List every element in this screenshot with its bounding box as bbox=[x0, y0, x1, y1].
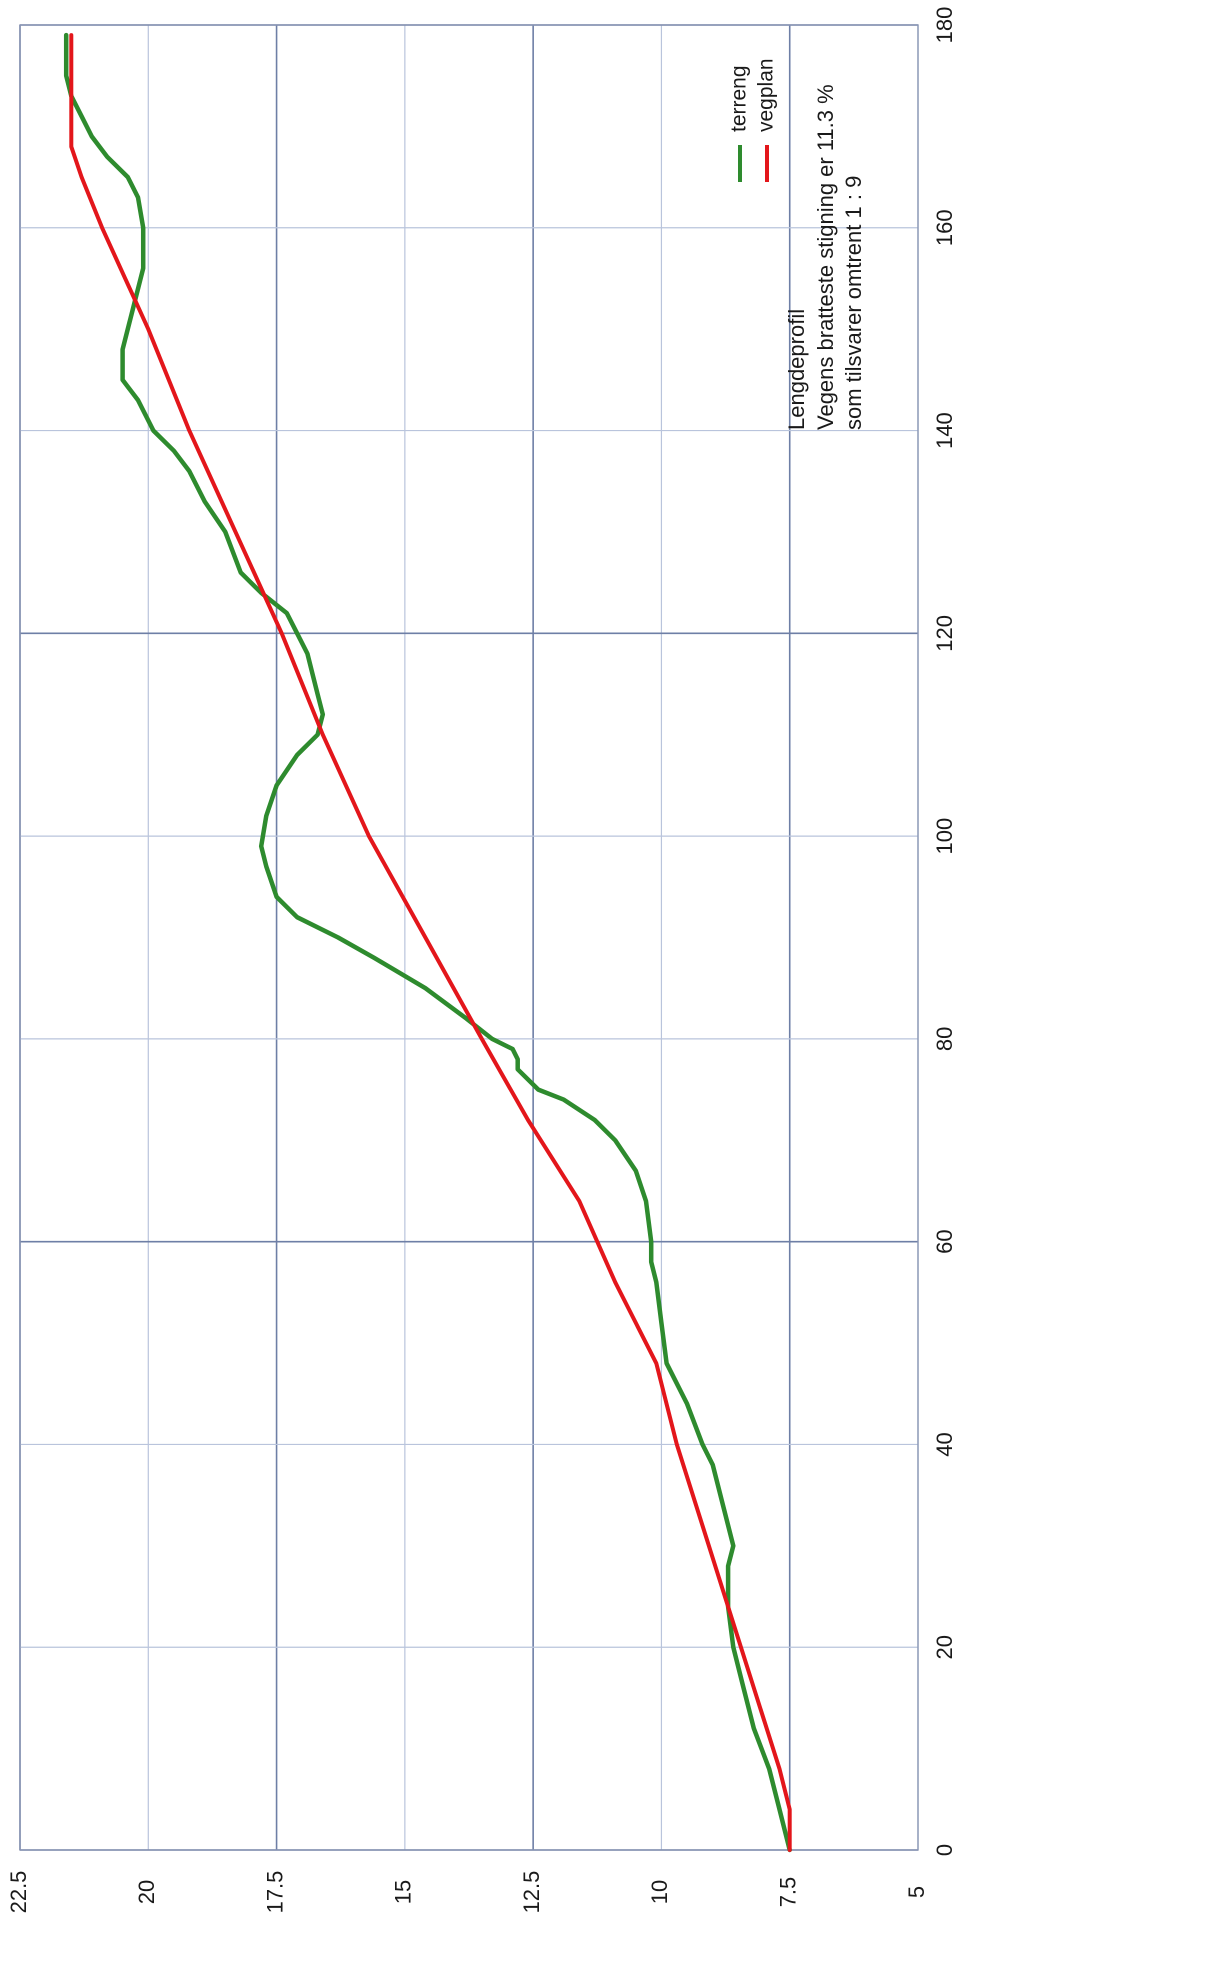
x-axis-tick-labels: 0 20 40 60 80 100 120 140 160 180 bbox=[932, 7, 957, 1856]
chart-subtitle-line-2: som tilsvarer omtrent 1 : 9 bbox=[841, 176, 866, 430]
series-line-vegplan bbox=[69, 33, 792, 1852]
x-tick-label-140: 140 bbox=[932, 412, 957, 449]
x-tick-label-40: 40 bbox=[932, 1432, 957, 1456]
y-tick-label-12.5: 12.5 bbox=[519, 1871, 544, 1914]
series-lines bbox=[63, 32, 792, 1853]
y-tick-label-5: 5 bbox=[904, 1886, 929, 1898]
gridlines bbox=[19, 24, 919, 1851]
plot-area-border bbox=[19, 24, 919, 1851]
y-tick-label-15: 15 bbox=[391, 1880, 416, 1904]
x-tick-label-20: 20 bbox=[932, 1635, 957, 1659]
x-tick-label-160: 160 bbox=[932, 209, 957, 246]
legend-label-vegplan: vegplan bbox=[755, 58, 778, 132]
chart-title-block: Lengdeprofil Vegens bratteste stigning e… bbox=[784, 84, 866, 430]
x-tick-label-100: 100 bbox=[932, 818, 957, 855]
x-tick-label-80: 80 bbox=[932, 1027, 957, 1051]
legend: terreng vegplan bbox=[728, 58, 778, 182]
x-tick-label-0: 0 bbox=[932, 1844, 957, 1856]
y-tick-label-10: 10 bbox=[647, 1880, 672, 1904]
series-line-terreng bbox=[63, 32, 792, 1853]
x-tick-label-120: 120 bbox=[932, 615, 957, 652]
x-tick-label-180: 180 bbox=[932, 7, 957, 44]
plot-frame bbox=[19, 24, 919, 1851]
chart-subtitle-line-1: Vegens bratteste stigning er 11.3 % bbox=[813, 84, 838, 430]
y-tick-label-7.5: 7.5 bbox=[776, 1877, 801, 1908]
x-tick-label-60: 60 bbox=[932, 1229, 957, 1253]
y-axis-tick-labels: 5 7.5 10 12.5 15 17.5 20 22.5 bbox=[6, 1871, 929, 1914]
legend-label-terreng: terreng bbox=[728, 65, 751, 132]
y-tick-label-17.5: 17.5 bbox=[262, 1871, 287, 1914]
y-tick-label-20: 20 bbox=[134, 1880, 159, 1904]
y-tick-label-22.5: 22.5 bbox=[6, 1871, 31, 1914]
chart-title: Lengdeprofil bbox=[784, 309, 809, 430]
